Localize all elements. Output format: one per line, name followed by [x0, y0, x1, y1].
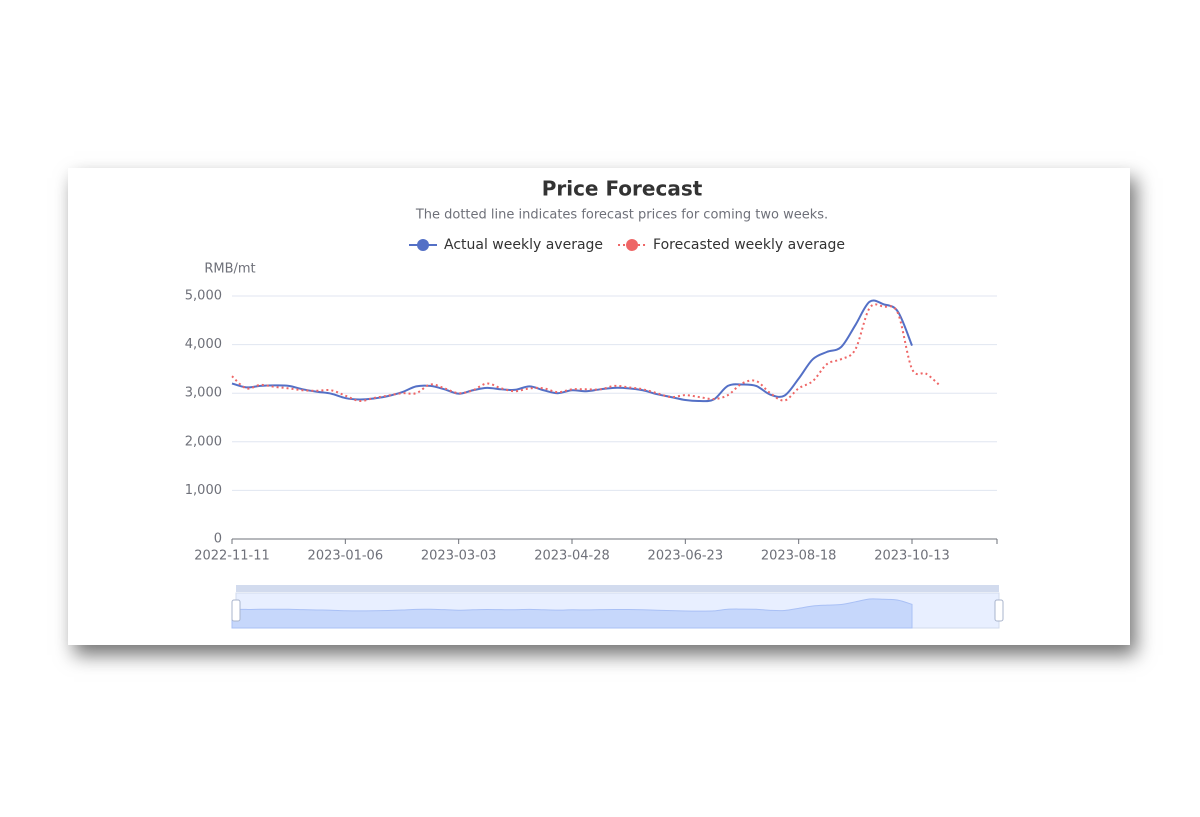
card: [68, 168, 1130, 645]
x-tick-label: 2023-04-28: [534, 549, 610, 564]
x-tick-label: 2023-03-03: [421, 549, 497, 564]
zoom-handle[interactable]: [994, 599, 1004, 622]
zoom-top-bar: [236, 585, 999, 592]
x-tick-label: 2023-08-18: [761, 549, 837, 564]
series-line: [231, 303, 941, 403]
x-tick-label: 2023-01-06: [308, 549, 384, 564]
x-tick-label: 2022-11-11: [194, 549, 270, 564]
legend-label: Actual weekly average: [444, 237, 603, 253]
zoom-handle[interactable]: [231, 599, 241, 622]
y-tick-label: 3,000: [185, 386, 222, 401]
zoom-preview: [231, 598, 913, 629]
y-tick-label: 1,000: [185, 483, 222, 498]
chart-title: Price Forecast: [542, 177, 703, 201]
series-line: [231, 299, 913, 403]
y-tick-label: 4,000: [185, 337, 222, 352]
x-tick-label: 2023-10-13: [874, 549, 950, 564]
legend-label: Forecasted weekly average: [653, 237, 845, 253]
y-tick-label: 5,000: [185, 289, 222, 304]
y-tick-label: 2,000: [185, 434, 222, 449]
y-axis-label: RMB/mt: [204, 262, 255, 277]
y-tick-label: 0: [214, 532, 222, 547]
x-tick-label: 2023-06-23: [648, 549, 724, 564]
chart-subtitle: The dotted line indicates forecast price…: [415, 208, 828, 223]
legend-icon: [417, 239, 429, 251]
legend-icon: [626, 239, 639, 251]
